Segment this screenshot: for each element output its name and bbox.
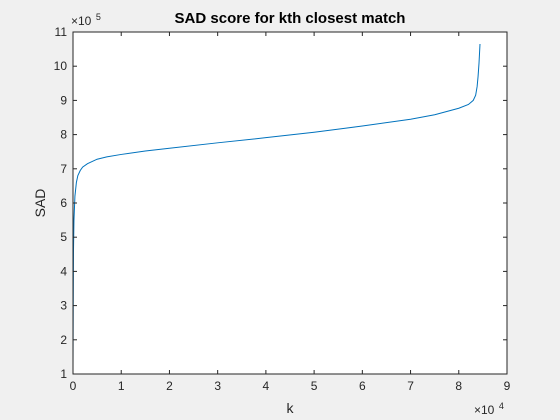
x-axis-multiplier: ×10 4 — [474, 401, 504, 418]
y-tick-label: 3 — [60, 299, 67, 313]
y-tick-label: 1 — [60, 367, 67, 381]
y-tick-label: 5 — [60, 230, 67, 244]
x-tick-label: 5 — [311, 379, 318, 393]
y-tick-label: 9 — [60, 93, 67, 107]
y-tick-label: 2 — [60, 333, 67, 347]
x-tick-label: 9 — [504, 379, 511, 393]
y-tick-label: 10 — [54, 59, 68, 73]
x-multiplier-base: ×10 — [474, 403, 495, 417]
chart-title: SAD score for kth closest match — [175, 10, 406, 27]
y-tick-label: 11 — [55, 25, 68, 39]
x-tick-label: 8 — [455, 379, 462, 393]
x-axis-ticks: 0 1 2 3 4 5 6 7 8 9 — [70, 32, 511, 393]
x-tick-label: 2 — [166, 379, 173, 393]
x-multiplier-exponent: 4 — [499, 401, 504, 411]
y-axis-multiplier: ×10 5 — [71, 12, 101, 29]
x-tick-label: 3 — [214, 379, 221, 393]
y-tick-label: 6 — [60, 196, 67, 210]
y-axis-label: SAD — [32, 189, 48, 218]
x-tick-label: 1 — [118, 379, 125, 393]
y-multiplier-exponent: 5 — [96, 12, 101, 22]
sad-curve — [72, 43, 481, 368]
x-axis-label: k — [287, 400, 295, 416]
y-axis-ticks: 1 2 3 4 5 6 7 8 9 10 11 — [54, 25, 507, 381]
x-tick-label: 4 — [263, 379, 270, 393]
y-tick-label: 4 — [60, 264, 67, 278]
x-tick-label: 0 — [70, 379, 77, 393]
y-tick-label: 7 — [60, 162, 67, 176]
x-tick-label: 7 — [407, 379, 414, 393]
plot-area-background — [73, 32, 507, 374]
x-tick-label: 6 — [359, 379, 366, 393]
y-tick-label: 8 — [60, 128, 67, 142]
y-multiplier-base: ×10 — [71, 14, 92, 28]
